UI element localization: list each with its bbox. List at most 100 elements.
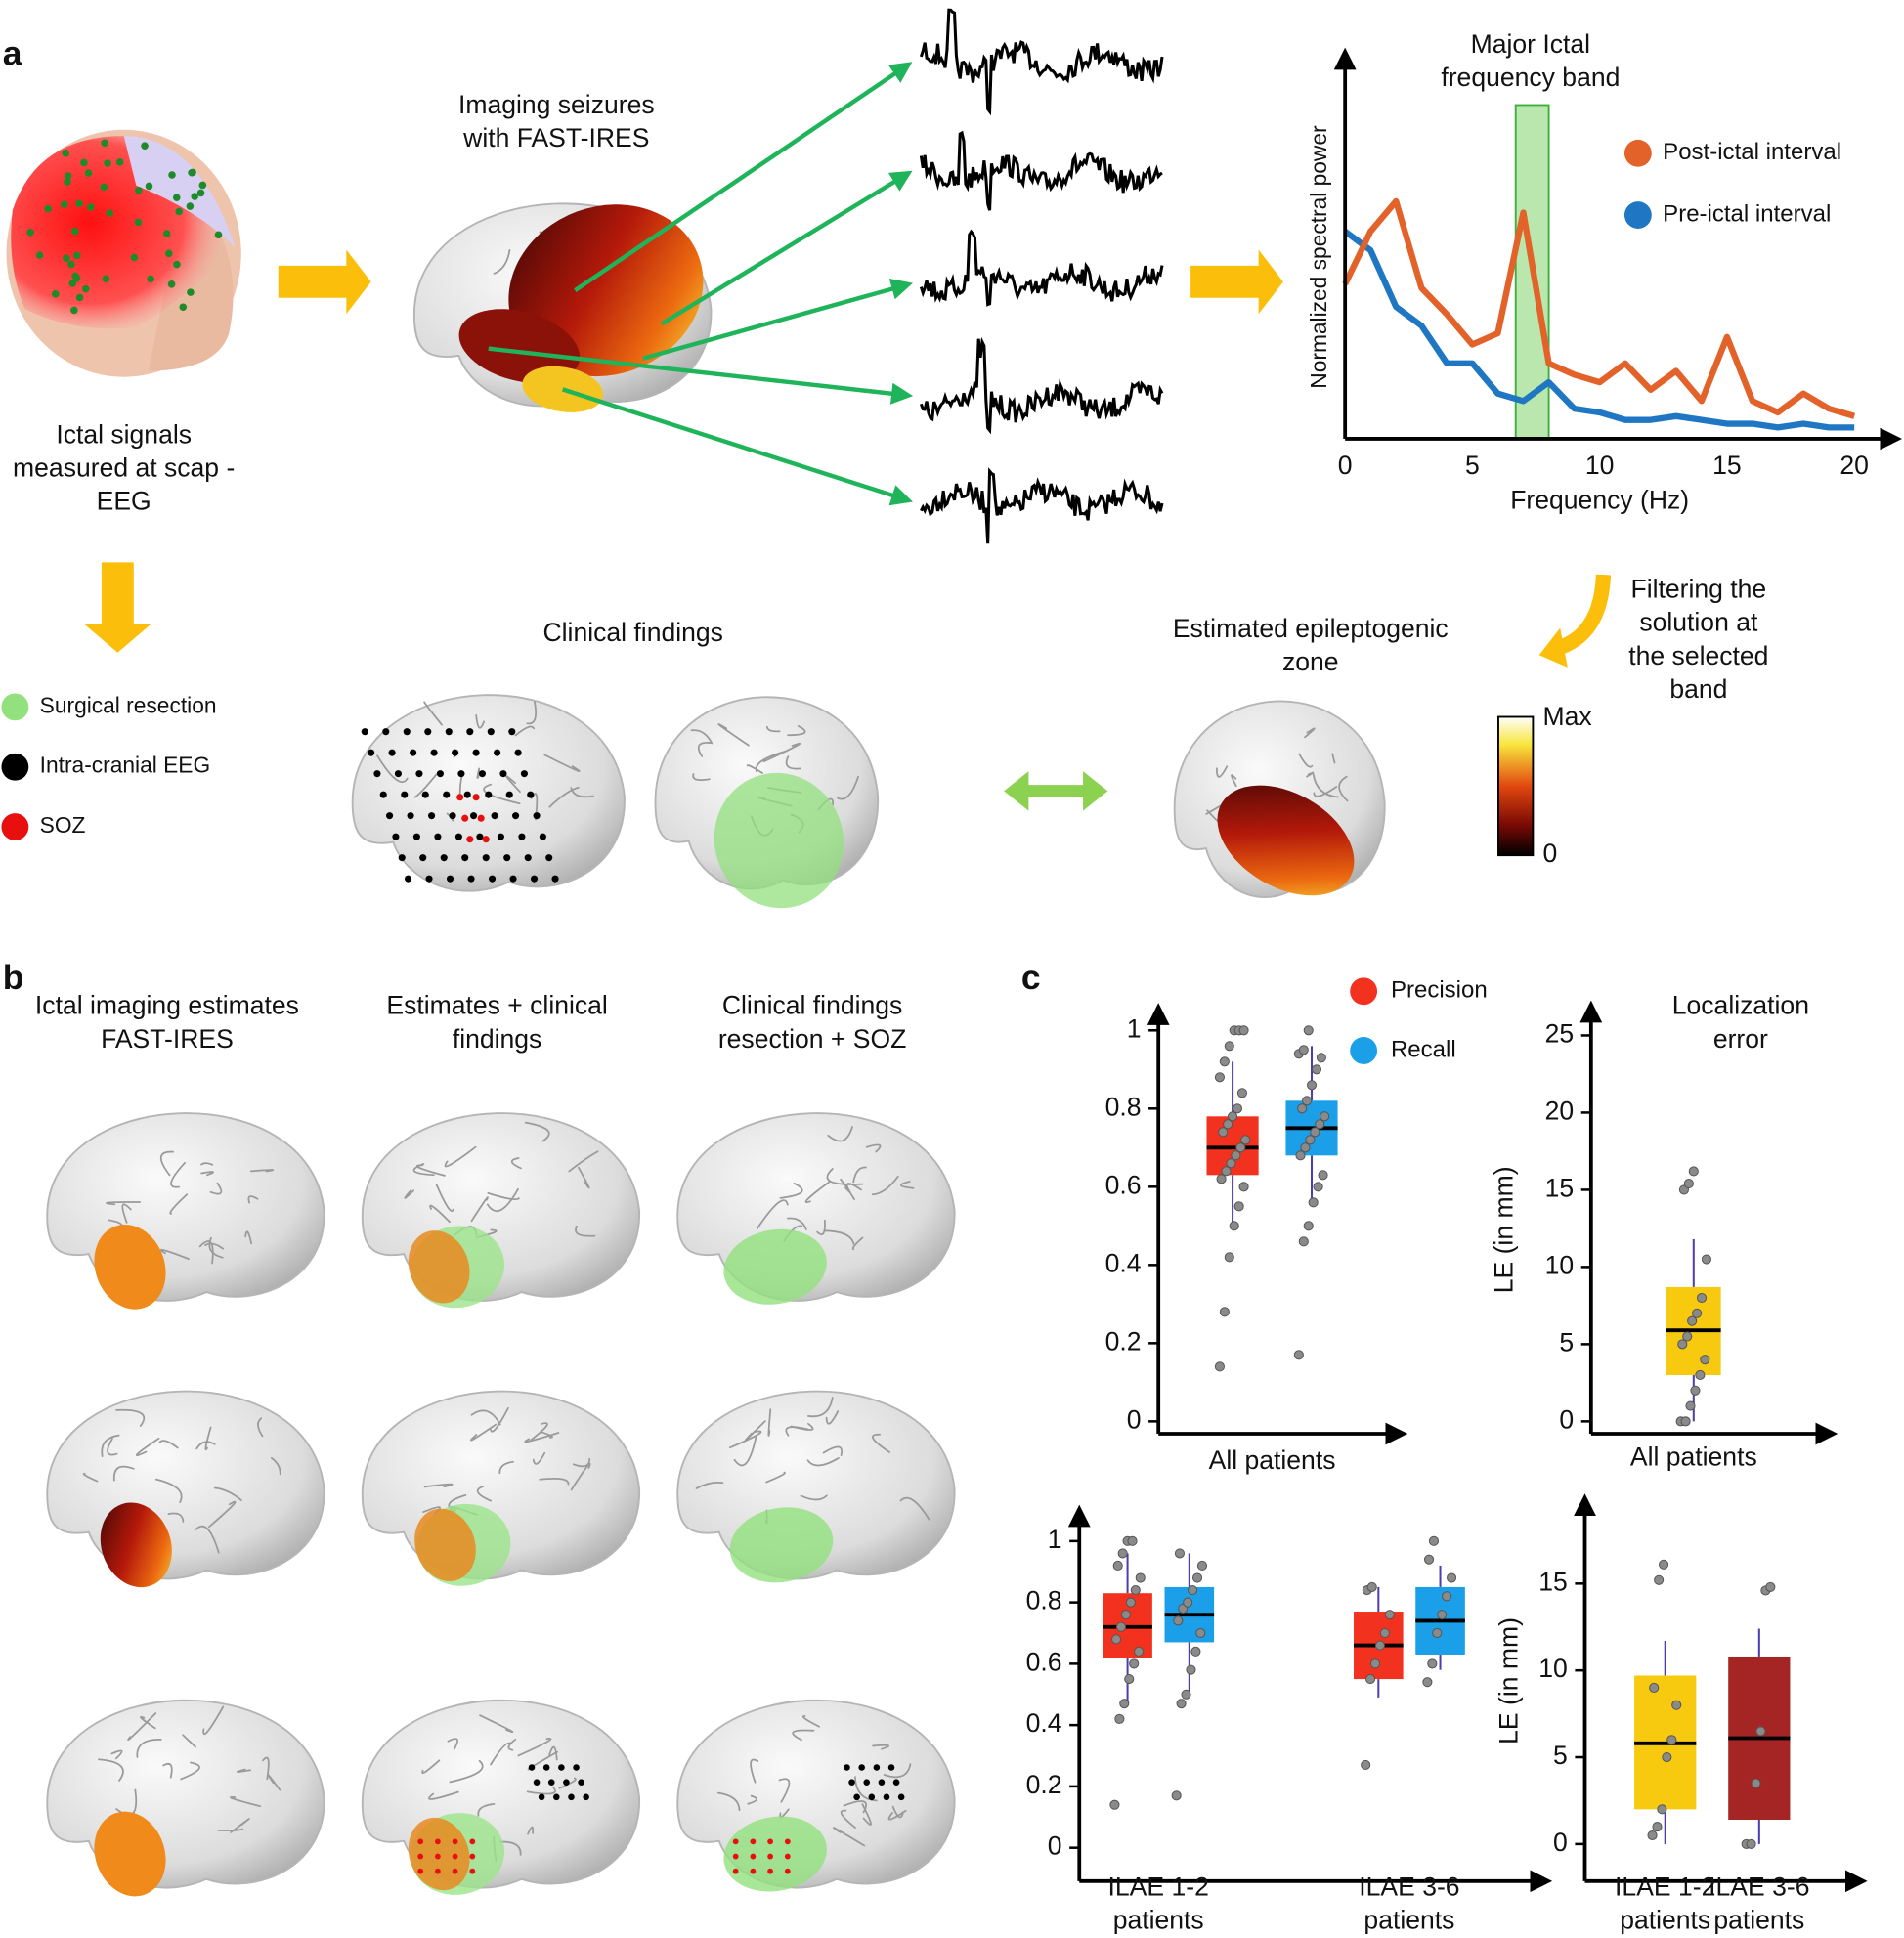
data-point <box>1683 1179 1694 1189</box>
sulcus <box>412 1163 435 1177</box>
electrode <box>456 794 464 801</box>
electrode <box>533 812 541 820</box>
y-tick-label: 10 <box>1545 1250 1575 1279</box>
electrode <box>407 812 414 820</box>
sulcus <box>717 723 750 747</box>
data-point <box>1688 1166 1699 1177</box>
sulcus <box>249 1169 275 1173</box>
electrode <box>421 791 429 798</box>
sulcus <box>840 1809 856 1829</box>
electrode <box>524 854 532 862</box>
sulcus <box>872 1744 889 1750</box>
electrode <box>573 1764 580 1771</box>
electrode <box>452 1868 458 1874</box>
data-point <box>1685 1400 1696 1411</box>
sulcus <box>823 1229 855 1245</box>
electrode <box>844 1764 850 1771</box>
data-point <box>1310 1127 1320 1138</box>
electrode <box>64 178 71 186</box>
electrode <box>449 812 456 820</box>
flow-arrow <box>278 249 371 315</box>
x-tick-label: 20 <box>1839 451 1869 480</box>
data-point <box>1221 1166 1232 1177</box>
data-point <box>1300 1142 1311 1153</box>
data-point <box>1232 1103 1243 1114</box>
data-point <box>1117 1548 1128 1559</box>
sulcus <box>558 1777 577 1789</box>
data-point <box>1183 1597 1193 1608</box>
electrode <box>563 1779 570 1786</box>
data-point <box>1134 1646 1145 1657</box>
electrode <box>568 1793 575 1801</box>
electrode <box>434 1838 441 1845</box>
caption: band <box>1669 674 1727 704</box>
electrode <box>145 182 153 191</box>
sulcus <box>733 1436 757 1467</box>
data-point <box>1219 1056 1230 1067</box>
electrode <box>469 1853 476 1860</box>
y-tick-label: 0.2 <box>1026 1770 1062 1799</box>
flow-arrow <box>1552 574 1612 657</box>
electrode <box>466 728 474 736</box>
source-arrow <box>660 170 913 326</box>
electrode <box>430 749 438 756</box>
sulcus <box>159 1248 190 1261</box>
data-point <box>1306 1080 1318 1091</box>
electrode <box>388 749 396 756</box>
sulcus <box>200 1162 214 1166</box>
brain-surface <box>46 1390 325 1580</box>
panel-label: b <box>3 958 24 997</box>
electrode <box>68 280 77 287</box>
legend-label: Intra-cranial EEG <box>40 753 210 778</box>
sulcus <box>421 1759 441 1774</box>
electrode <box>415 770 423 778</box>
brain-surface <box>46 1112 325 1302</box>
electrode <box>485 791 493 798</box>
legend-swatch <box>1 753 29 781</box>
sulcus <box>498 1460 514 1475</box>
electrode <box>425 875 433 883</box>
y-tick-label: 0.8 <box>1105 1092 1142 1121</box>
sulcus <box>237 1768 251 1773</box>
electrode <box>461 814 469 822</box>
electrode <box>175 207 183 216</box>
y-tick-label: 5 <box>1553 1741 1568 1770</box>
sulcus <box>1306 771 1315 778</box>
source-arrow <box>488 346 914 405</box>
sulcus <box>716 1791 741 1812</box>
electrode <box>528 1764 536 1771</box>
sulcus <box>852 1166 867 1184</box>
legend-label: Precision <box>1391 977 1488 1004</box>
electrode <box>75 293 84 302</box>
electrode <box>452 1838 458 1845</box>
overlay <box>408 1230 470 1304</box>
sulcus <box>837 775 859 800</box>
data-point <box>1238 1182 1249 1192</box>
data-point <box>1216 1174 1227 1184</box>
sulcus <box>779 1183 803 1199</box>
y-tick-label: 15 <box>1538 1567 1568 1596</box>
legend-swatch <box>1 693 29 721</box>
caption: Imaging seizures <box>458 90 655 119</box>
data-point <box>1119 1699 1130 1709</box>
sulcus <box>476 767 480 779</box>
sulcus <box>1304 727 1316 739</box>
sulcus <box>428 1790 459 1800</box>
data-point <box>1303 1221 1314 1231</box>
sulcus <box>861 1803 872 1826</box>
data-point <box>1427 1658 1438 1669</box>
legend-label: Surgical resection <box>40 692 217 717</box>
data-point <box>1218 1127 1229 1138</box>
electrode <box>196 189 205 197</box>
sulcus <box>540 1431 553 1439</box>
data-point <box>1755 1726 1766 1737</box>
flow-arrow <box>1190 249 1283 315</box>
sulcus <box>514 725 535 737</box>
electrode <box>44 204 52 213</box>
flow-arrow <box>1538 627 1568 668</box>
sulcus <box>746 764 763 774</box>
data-point <box>1423 1554 1435 1565</box>
electrode <box>868 1793 876 1801</box>
chart-title: error <box>1713 1024 1768 1054</box>
electrode <box>80 158 88 167</box>
